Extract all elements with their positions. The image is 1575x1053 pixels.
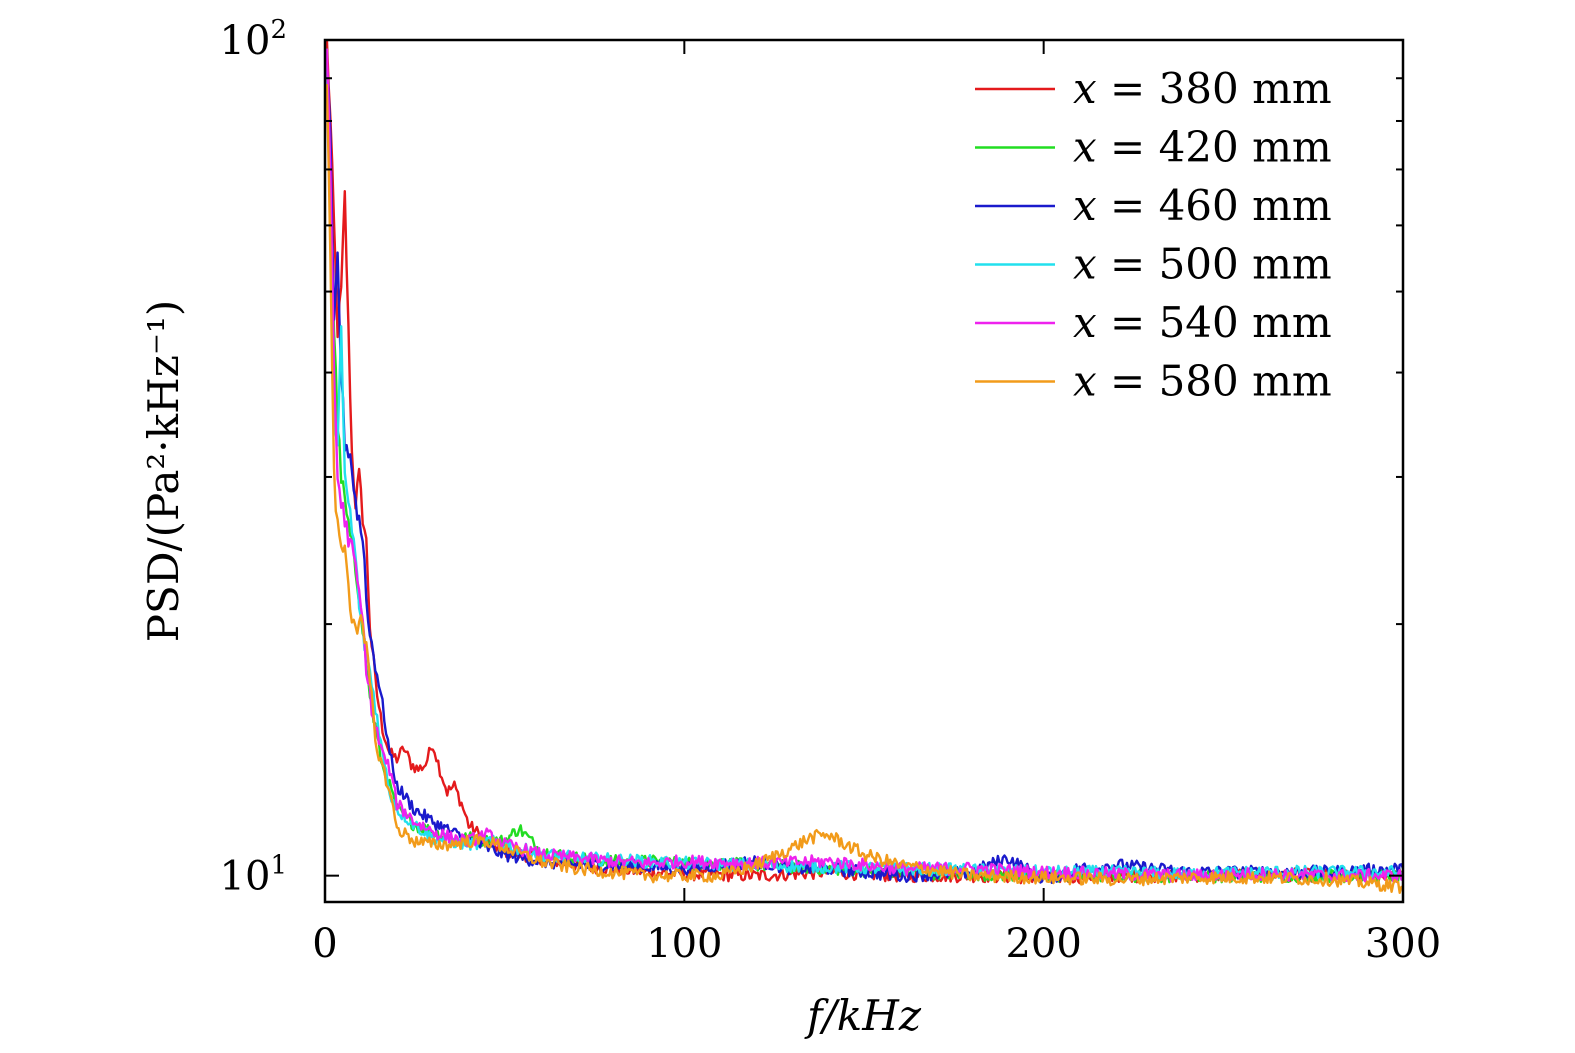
series-line-4	[327, 49, 1403, 880]
legend-label-6: x = 580 mm	[1073, 357, 1332, 406]
psd-chart: 0 100 200 300 101 102 x = 380 mm x = 420 mm x =…	[0, 0, 1575, 1053]
legend: x = 380 mm x = 420 mm x = 460 mm x = 500 mm…	[975, 64, 1332, 406]
x-tick-label: 300	[1365, 921, 1441, 967]
legend-label-4: x = 500 mm	[1073, 240, 1332, 289]
series-line-5	[327, 49, 1403, 882]
x-axis-label: f/kHz	[804, 991, 922, 1040]
legend-label-5: x = 540 mm	[1073, 298, 1332, 347]
x-tick-label: 100	[646, 921, 722, 967]
y-tick-label: 102	[220, 15, 287, 64]
chart-svg: 0 100 200 300101102 x = 380 mmx = 420 mmx =…	[0, 0, 1575, 1053]
x-axis-label-var: f/kHz	[804, 991, 922, 1040]
y-axis-label: PSD/(Pa²·kHz⁻¹)	[139, 300, 188, 642]
legend-label-1: x = 380 mm	[1073, 64, 1332, 113]
y-tick-label: 101	[220, 851, 287, 900]
x-tick-label: 0	[312, 921, 337, 967]
legend-label-2: x = 420 mm	[1073, 123, 1332, 172]
legend-label-3: x = 460 mm	[1073, 181, 1332, 230]
x-tick-label: 200	[1005, 921, 1081, 967]
